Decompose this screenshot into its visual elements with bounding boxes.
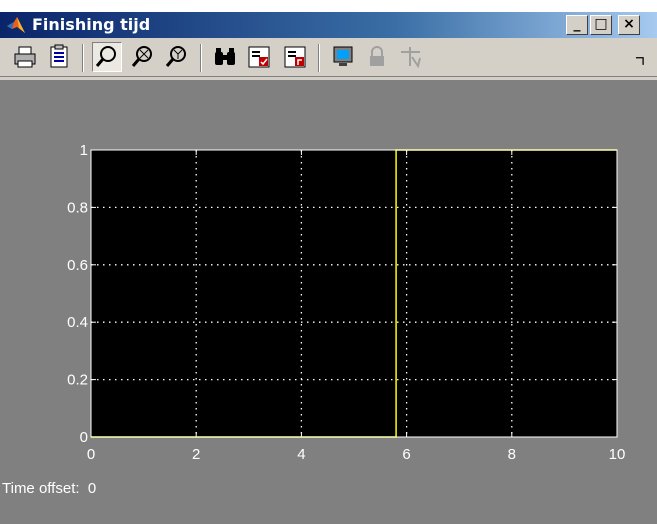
autoscale-icon bbox=[215, 48, 235, 65]
scope-plot[interactable]: 0 2 4 6 8 10 0 0.2 0.4 0.6 0.8 1 bbox=[0, 68, 657, 512]
save-axes-settings-icon bbox=[248, 46, 270, 68]
x-tick-label: 0 bbox=[87, 446, 95, 463]
toolbar-separator bbox=[200, 44, 202, 72]
parameters-icon bbox=[50, 44, 68, 68]
x-tick-label: 8 bbox=[508, 446, 516, 463]
time-offset-label: Time offset: bbox=[2, 480, 80, 497]
matlab-logo-icon bbox=[7, 17, 25, 33]
more-tools-icon bbox=[635, 57, 644, 65]
close-icon: × bbox=[623, 16, 635, 32]
toolbar-overflow-button[interactable] bbox=[632, 42, 654, 72]
signal-selection-icon bbox=[401, 47, 421, 69]
parameters-button[interactable] bbox=[44, 42, 74, 72]
save-axes-settings-button[interactable] bbox=[244, 42, 274, 72]
minimize-icon: _ bbox=[573, 16, 581, 32]
toolbar-separator bbox=[82, 44, 84, 72]
zoom-y-icon bbox=[165, 46, 186, 67]
lock-axes-icon bbox=[370, 46, 384, 66]
y-tick-label: 0 bbox=[80, 429, 88, 446]
zoom-x-icon bbox=[131, 46, 152, 67]
status-bar: Time offset: 0 bbox=[2, 480, 96, 497]
toolbar-separator bbox=[318, 44, 320, 72]
maximize-icon: □ bbox=[594, 16, 608, 32]
print-button[interactable] bbox=[10, 42, 40, 72]
x-tick-label: 2 bbox=[192, 446, 200, 463]
title-bar[interactable]: Finishing tijd _ □ × bbox=[0, 12, 657, 38]
axes-background bbox=[91, 150, 617, 437]
autoscale-button[interactable] bbox=[210, 42, 240, 72]
zoom-x-button[interactable] bbox=[128, 42, 158, 72]
restore-axes-settings-icon bbox=[284, 46, 306, 68]
signal-selection-button[interactable] bbox=[396, 42, 426, 72]
toolbar bbox=[0, 38, 657, 77]
y-tick-label: 0.2 bbox=[67, 372, 88, 389]
zoom-icon bbox=[95, 46, 116, 67]
time-offset-value: 0 bbox=[87, 480, 97, 497]
y-tick-label: 0.8 bbox=[67, 199, 88, 216]
maximize-button[interactable]: □ bbox=[590, 15, 612, 35]
window-title: Finishing tijd bbox=[32, 15, 151, 34]
x-tick-label: 10 bbox=[609, 446, 626, 463]
zoom-y-button[interactable] bbox=[162, 42, 192, 72]
x-tick-label: 4 bbox=[297, 446, 305, 463]
zoom-button[interactable] bbox=[92, 42, 122, 72]
restore-axes-settings-button[interactable] bbox=[280, 42, 310, 72]
minimize-button[interactable]: _ bbox=[566, 15, 588, 35]
y-tick-label: 0.6 bbox=[67, 257, 88, 274]
y-tick-label: 0.4 bbox=[67, 314, 88, 331]
close-button[interactable]: × bbox=[618, 15, 640, 35]
axes-border bbox=[90, 149, 618, 438]
y-tick-label: 1 bbox=[80, 142, 88, 159]
x-tick-label: 6 bbox=[402, 446, 410, 463]
floating-scope-icon bbox=[333, 46, 353, 66]
print-icon bbox=[14, 46, 36, 68]
lock-axes-button[interactable] bbox=[362, 42, 392, 72]
floating-scope-button[interactable] bbox=[328, 42, 358, 72]
